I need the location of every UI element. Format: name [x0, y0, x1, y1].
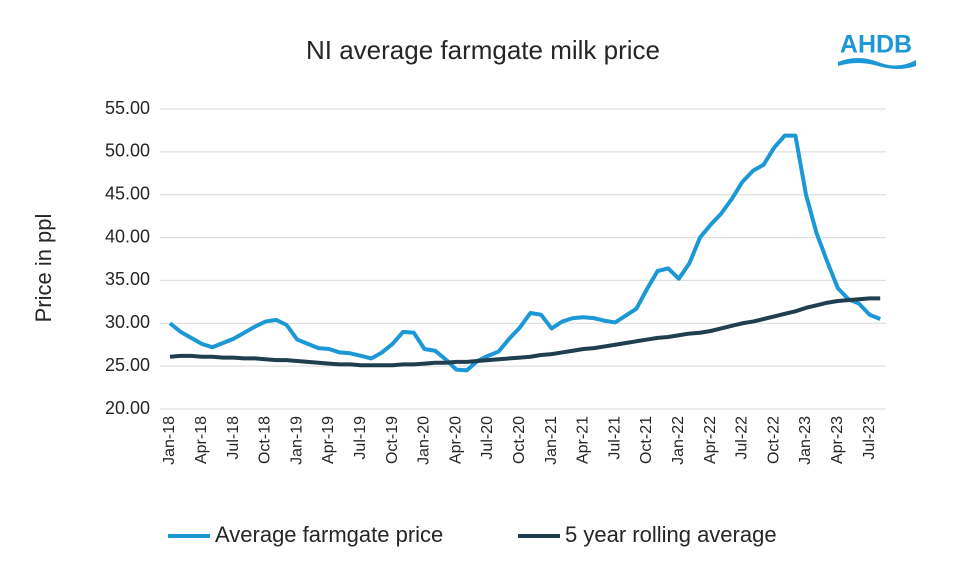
x-tick-label: Jul-19	[352, 416, 369, 460]
x-tick-label: Oct-22	[765, 416, 782, 464]
logo: AHDB	[838, 31, 916, 69]
x-tick-label: Jan-18	[161, 416, 178, 465]
legend-label: 5 year rolling average	[565, 522, 777, 547]
y-tick-label: 50.00	[105, 141, 150, 161]
x-tick-label: Apr-21	[575, 416, 592, 464]
y-tick-label: 20.00	[105, 398, 150, 418]
logo-text: AHDB	[840, 31, 912, 59]
x-tick-label: Apr-22	[702, 416, 719, 464]
x-tick-label: Jul-21	[606, 416, 623, 460]
x-tick-label: Apr-18	[193, 416, 210, 464]
legend-label: Average farmgate price	[215, 522, 443, 547]
y-tick-label: 40.00	[105, 226, 150, 246]
x-tick-label: Oct-19	[384, 416, 401, 464]
x-tick-label: Jul-18	[225, 416, 242, 460]
chart-title: NI average farmgate milk price	[306, 35, 660, 65]
y-axis-label: Price in ppl	[31, 214, 56, 323]
x-tick-label: Jan-20	[416, 416, 433, 465]
x-tick-label: Jul-22	[734, 416, 751, 460]
x-tick-label: Apr-20	[447, 416, 464, 464]
line-series	[168, 133, 881, 373]
x-tick-label: Jan-21	[543, 416, 560, 465]
line-series	[169, 296, 881, 368]
y-tick-label: 30.00	[105, 312, 150, 332]
y-tick-label: 25.00	[105, 355, 150, 375]
x-tick-label: Apr-23	[829, 416, 846, 464]
y-tick-label: 55.00	[105, 98, 150, 118]
y-tick-label: 45.00	[105, 183, 150, 203]
x-tick-label: Jul-20	[479, 416, 496, 460]
x-tick-label: Jul-23	[861, 416, 878, 460]
x-tick-label: Oct-20	[511, 416, 528, 464]
x-tick-label: Oct-21	[638, 416, 655, 464]
x-tick-label: Oct-18	[257, 416, 274, 464]
y-tick-label: 35.00	[105, 269, 150, 289]
logo-wave	[838, 58, 916, 69]
x-tick-label: Jan-22	[670, 416, 687, 465]
x-tick-label: Apr-19	[320, 416, 337, 464]
x-tick-label: Jan-23	[797, 416, 814, 465]
x-tick-label: Jan-19	[288, 416, 305, 465]
